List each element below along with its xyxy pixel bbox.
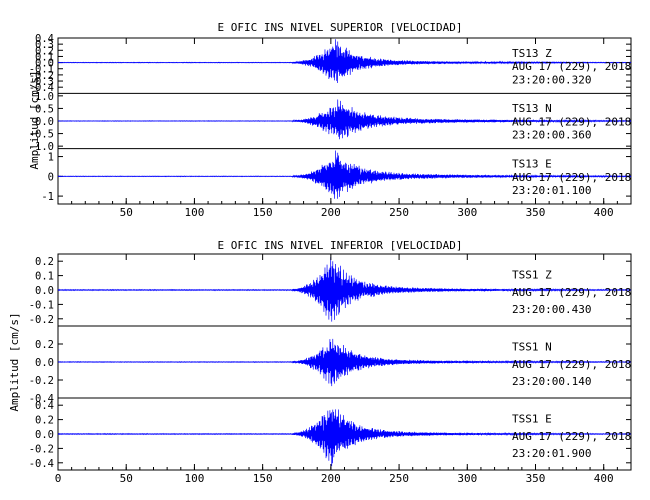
y-tick-label: -0.2 [29,375,54,387]
lower-chart-ylabel: Amplitud [cm/s] [8,312,21,411]
x-tick-label: 300 [457,472,477,485]
trace-time-label: 23:20:00.320 [512,73,591,86]
x-tick-label: 350 [526,472,546,485]
y-tick-label: 0.4 [35,400,54,412]
y-tick-label: -0.4 [29,458,54,470]
trace-station-label: TS13 Z [512,47,552,60]
trace-time-label: 23:20:00.140 [512,375,591,388]
upper-chart-ylabel: Amplitud [cm/s] [28,70,41,169]
x-tick-label: 0 [55,472,62,485]
x-tick-label: 300 [457,206,477,219]
y-tick-label: 0.0 [35,116,54,128]
waveform-trace-tss1-e [57,409,632,467]
upper-chart-title: E OFIC INS NIVEL SUPERIOR [VELOCIDAD] [217,21,462,34]
waveform-trace-tss1-z [57,257,632,322]
trace-time-label: 23:20:00.430 [512,303,591,316]
y-tick-label: 0 [48,171,54,183]
x-tick-label: 50 [120,206,133,219]
y-tick-label: 0.3 [35,39,54,51]
y-tick-label: -0.4 [29,393,54,405]
x-tick-label: 100 [184,472,204,485]
lower-chart-title: E OFIC INS NIVEL INFERIOR [VELOCIDAD] [217,239,462,252]
x-tick-label: 400 [594,472,614,485]
trace-date-label: AUG 17 (229), 2018 [512,430,631,443]
y-tick-label: 0.5 [35,103,54,115]
y-tick-label: -1 [41,191,54,203]
y-tick-label: 0.0 [35,285,54,297]
y-tick-label: 0.1 [35,271,54,283]
y-tick-label: 0.2 [35,339,54,351]
waveform-trace-ts13-e [57,150,632,199]
y-tick-label: -0.2 [29,443,54,455]
trace-date-label: AUG 17 (229), 2018 [512,115,631,128]
trace-station-label: TSS1 Z [512,268,552,281]
waveform-trace-tss1-n [57,338,632,387]
trace-date-label: AUG 17 (229), 2018 [512,60,631,73]
y-tick-label: 0.2 [35,256,54,268]
x-tick-label: 250 [389,472,409,485]
y-tick-label: -1.0 [29,141,54,153]
y-tick-label: 0.2 [35,415,54,427]
y-tick-label: 1 [48,152,54,164]
trace-time-label: 23:20:01.900 [512,447,591,460]
y-tick-label: 1.0 [35,91,54,103]
y-tick-label: 0.2 [35,45,54,57]
y-tick-label: -0.2 [29,314,54,326]
x-tick-label: 250 [389,206,409,219]
y-tick-label: 0.0 [35,357,54,369]
y-tick-label: -0.1 [29,299,54,311]
trace-station-label: TS13 N [512,102,552,115]
y-tick-label: 0.0 [35,58,54,70]
x-tick-label: 200 [321,472,341,485]
y-tick-label: 0.1 [35,51,54,63]
x-tick-label: 50 [120,472,133,485]
trace-station-label: TS13 E [512,157,552,170]
x-tick-label: 400 [594,206,614,219]
y-tick-label: -0.4 [29,82,54,94]
trace-station-label: TSS1 N [512,340,552,353]
x-tick-label: 150 [253,472,273,485]
trace-date-label: AUG 17 (229), 2018 [512,171,631,184]
x-tick-label: 100 [184,206,204,219]
y-tick-label: 0.4 [35,33,54,45]
waveform-trace-ts13-n [57,99,632,140]
y-tick-label: -0.3 [29,76,54,88]
trace-time-label: 23:20:00.360 [512,129,591,142]
y-tick-label: -0.1 [29,64,54,76]
y-tick-label: 0.0 [35,429,54,441]
x-tick-label: 350 [526,206,546,219]
trace-date-label: AUG 17 (229), 2018 [512,286,631,299]
x-tick-label: 200 [321,206,341,219]
y-tick-label: -0.2 [29,70,54,82]
lower-chart: 0.2 0.1 0.0 -0.1 -0.2 TSS1 Z AUG 17 (229), 201… [29,253,632,485]
x-tick-label: 150 [253,206,273,219]
trace-time-label: 23:20:01.100 [512,184,591,197]
waveform-trace-ts13-z [57,39,632,84]
y-tick-label: -0.5 [29,129,54,141]
trace-station-label: TSS1 E [512,412,552,425]
trace-date-label: AUG 17 (229), 2018 [512,358,631,371]
